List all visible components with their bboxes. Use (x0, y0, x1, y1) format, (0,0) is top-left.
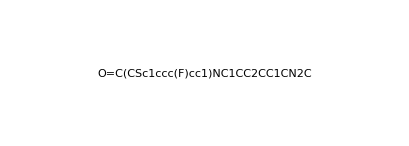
Text: O=C(CSc1ccc(F)cc1)NC1CC2CC1CN2C: O=C(CSc1ccc(F)cc1)NC1CC2CC1CN2C (97, 68, 312, 78)
